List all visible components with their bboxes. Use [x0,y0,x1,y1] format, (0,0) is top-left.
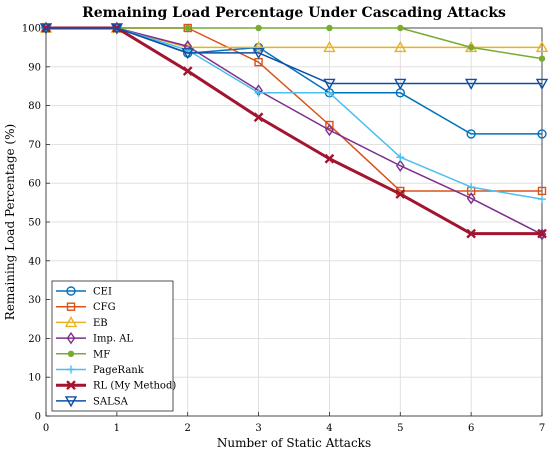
x-tick-label: 7 [539,423,545,434]
data-point [66,380,76,391]
legend-label: PageRank [93,365,145,376]
data-point [466,228,476,239]
data-point [394,40,407,53]
series-layer [39,21,549,241]
y-tick-label: 30 [28,295,41,306]
x-tick-label: 5 [397,423,403,434]
data-point [537,129,547,139]
x-tick-label: 1 [114,423,120,434]
series-rl-my-method [41,23,547,239]
legend-label: EB [93,318,108,329]
data-point [394,78,407,90]
data-point [325,88,334,97]
y-tick-label: 100 [22,24,41,35]
data-point [181,48,194,60]
legend-item: PageRank [56,365,145,376]
data-point [39,23,53,35]
series-line [46,27,543,200]
data-point [182,66,193,76]
data-point [325,120,334,130]
legend-item: CFG [56,302,116,313]
data-point [395,189,406,199]
data-point [324,153,335,164]
data-point [537,186,547,196]
y-axis-label: Remaining Load Percentage (%) [3,124,17,320]
legend-label: RL (My Method) [93,381,176,392]
legend-label: MF [93,349,110,360]
data-point [396,153,405,162]
data-point [253,112,264,123]
legend-item: RL (My Method) [56,380,176,392]
data-point [535,40,549,53]
y-tick-label: 70 [28,140,41,151]
series-line [46,27,542,85]
y-tick-label: 60 [28,179,41,190]
data-point [538,195,546,204]
data-point [464,78,478,90]
data-point [323,40,336,53]
data-point [325,123,334,137]
data-point [326,24,333,32]
legend-item: CEI [56,286,112,298]
series-imp-al [41,21,547,241]
y-tick-label: 40 [28,256,41,267]
legend-item: MF [56,349,110,360]
data-point [64,396,78,408]
legend-label: CEI [93,287,112,298]
x-tick-label: 2 [185,423,191,434]
legend: CEI CFG EB Imp. AL MF PageRank RL (My Method) S… [51,280,176,412]
data-point [67,365,75,374]
legend-label: Imp. AL [93,334,133,345]
legend-item: EB [56,315,108,329]
data-point [67,350,75,357]
legend-entries: CEI CFG EB Imp. AL MF PageRank RL (My Method) S… [56,286,176,407]
y-tick-label: 90 [28,62,41,73]
legend-label: CFG [93,302,116,313]
data-point [467,44,475,51]
data-point [254,88,263,97]
series-salsa [39,23,549,90]
data-point [66,302,76,311]
x-tick-label: 0 [43,423,49,434]
chart-title: Remaining Load Percentage Under Cascadin… [82,5,506,21]
legend-item: SALSA [56,396,129,407]
x-tick-label: 6 [468,423,474,434]
y-tick-label: 0 [35,412,41,423]
data-point [466,129,476,139]
x-tick-label: 4 [326,423,332,434]
series-line [46,26,542,236]
data-point [537,228,547,239]
data-point [323,78,336,90]
data-point [397,24,404,32]
data-point [466,192,476,205]
series-cei [41,23,547,139]
y-tick-label: 50 [28,218,41,229]
data-point [467,183,476,192]
y-tick-label: 10 [28,373,41,384]
data-point [110,23,124,35]
data-point [184,24,191,32]
y-tick-label: 20 [28,334,41,345]
data-point [535,78,549,90]
data-point [252,48,265,60]
data-point [66,286,76,296]
data-point [255,24,262,32]
data-point [252,40,265,53]
data-point [64,315,78,328]
y-tick-label: 80 [28,101,41,112]
data-point [395,159,405,172]
legend-item: Imp. AL [56,331,133,345]
x-tick-label: 3 [255,423,261,434]
data-point [66,331,76,345]
legend-label: SALSA [93,396,129,407]
data-point [538,55,546,62]
x-axis-label: Number of Static Attacks [217,436,371,450]
series-line [46,27,543,60]
